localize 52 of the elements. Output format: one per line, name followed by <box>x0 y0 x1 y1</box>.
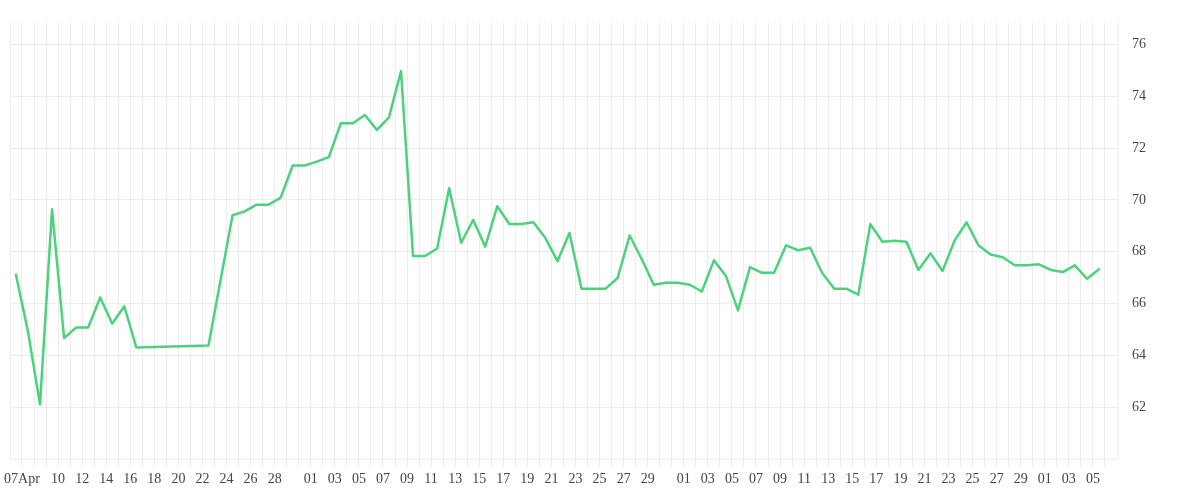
x-tick-label: 03 <box>327 471 342 487</box>
x-tick-label: 10 <box>51 471 66 487</box>
x-tick-label: 28 <box>267 471 282 487</box>
y-tick-label: 64 <box>1132 347 1146 363</box>
x-tick-label: 07 <box>749 471 763 487</box>
x-tick-label: 19 <box>893 471 908 487</box>
x-tick-label: 18 <box>147 471 162 487</box>
y-tick-label: 74 <box>1132 87 1146 103</box>
x-tick-label: 29 <box>640 471 655 487</box>
x-tick-label: 07Apr <box>4 471 41 487</box>
x-tick-label: 03 <box>1061 471 1076 487</box>
x-tick-label: 09 <box>773 471 788 487</box>
x-tick-label: 03 <box>700 471 715 487</box>
x-tick-label: 05 <box>1085 471 1100 487</box>
y-tick-label: 76 <box>1132 36 1146 52</box>
x-tick-label: 01 <box>303 471 318 487</box>
x-tick-label: 23 <box>568 471 583 487</box>
x-tick-label: 22 <box>195 471 210 487</box>
x-tick-label: 07 <box>375 471 390 487</box>
x-tick-label: 16 <box>123 471 138 487</box>
x-tick-label: 29 <box>1013 471 1028 487</box>
x-tick-label: 21 <box>917 471 932 487</box>
x-tick-label: 05 <box>724 471 739 487</box>
x-tick-label: 13 <box>821 471 836 487</box>
x-tick-label: 09 <box>400 471 415 487</box>
x-tick-label: 25 <box>965 471 980 487</box>
x-tick-label: 17 <box>496 471 511 487</box>
x-tick-label: 24 <box>219 471 234 487</box>
x-tick-label: 25 <box>592 471 607 487</box>
x-tick-label: 13 <box>448 471 463 487</box>
x-tick-label: 15 <box>472 471 487 487</box>
x-tick-label: 27 <box>989 471 1004 487</box>
x-tick-label: 05 <box>351 471 366 487</box>
x-tick-label: 17 <box>869 471 884 487</box>
x-tick-label: 21 <box>544 471 559 487</box>
x-tick-label: 27 <box>616 471 631 487</box>
x-tick-label: 19 <box>520 471 535 487</box>
x-tick-label: 26 <box>243 471 258 487</box>
x-tick-label: 20 <box>171 471 186 487</box>
y-tick-label: 66 <box>1132 295 1146 311</box>
y-tick-label: 72 <box>1132 139 1146 155</box>
x-tick-label: 14 <box>99 471 114 487</box>
x-tick-label: 11 <box>424 471 438 487</box>
x-tick-label: 11 <box>797 471 811 487</box>
y-tick-label: 68 <box>1132 243 1146 259</box>
y-tick-label: 62 <box>1132 399 1146 415</box>
y-tick-label: 70 <box>1132 191 1146 207</box>
x-tick-label: 15 <box>845 471 860 487</box>
x-tick-label: 01 <box>1037 471 1052 487</box>
x-tick-label: 01 <box>676 471 691 487</box>
x-tick-label: 12 <box>75 471 90 487</box>
x-tick-label: 23 <box>941 471 956 487</box>
